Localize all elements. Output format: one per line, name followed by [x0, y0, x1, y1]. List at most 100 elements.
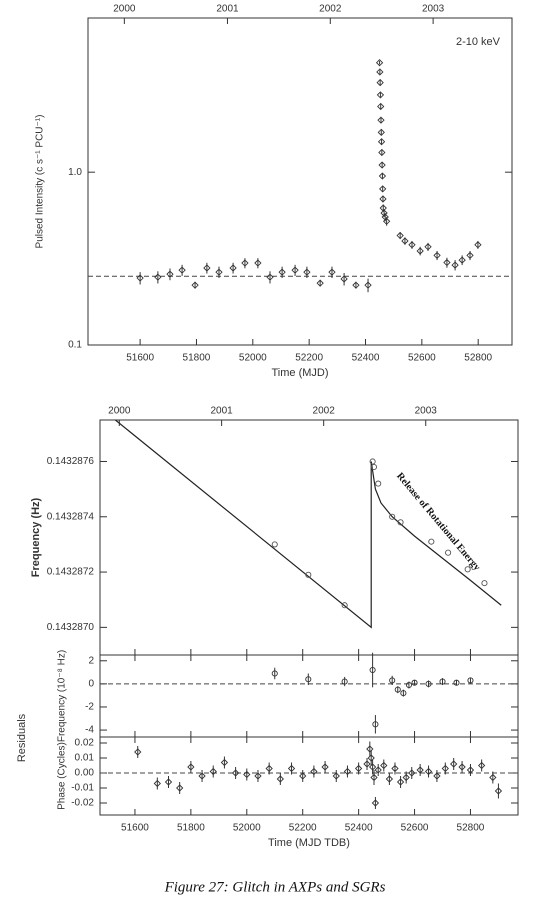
data-point — [466, 766, 475, 774]
data-point — [397, 519, 404, 526]
data-point — [402, 773, 410, 782]
data-point — [467, 677, 474, 684]
data-point — [379, 195, 387, 203]
data-point — [425, 680, 432, 687]
data-point — [370, 463, 378, 471]
data-point — [265, 764, 273, 773]
model-line — [115, 419, 502, 629]
data-point — [401, 237, 409, 245]
x-axis-label: Time (MJD TDB) — [268, 837, 350, 849]
data-point — [443, 258, 451, 267]
data-point — [243, 770, 251, 779]
x2-tick-label: 2003 — [422, 4, 445, 15]
data-point — [428, 538, 435, 545]
data-point — [198, 772, 206, 780]
data-point — [433, 772, 441, 780]
data-point — [424, 767, 433, 776]
x-tick-label: 52800 — [457, 823, 485, 834]
data-point — [371, 799, 380, 807]
data-point — [341, 602, 348, 609]
x2-tick-label: 2001 — [211, 406, 234, 417]
y-tick-label: 0 — [88, 679, 94, 690]
data-point — [439, 678, 446, 685]
x2-tick-label: 2002 — [319, 4, 342, 15]
annotation: Release of Rotational Energy — [394, 471, 482, 573]
data-point — [178, 266, 186, 274]
data-point — [474, 241, 482, 249]
data-point — [481, 580, 488, 587]
data-point — [405, 681, 413, 689]
data-point — [271, 670, 278, 677]
x2-tick-label: 2000 — [113, 4, 136, 15]
y-axis-label: Pulsed Intensity (c s⁻¹ PCU⁻¹) — [35, 115, 46, 249]
data-point — [352, 281, 360, 289]
data-point — [377, 138, 386, 146]
y-tick-label: -0.01 — [71, 783, 94, 794]
data-point — [389, 513, 396, 520]
data-point — [209, 767, 217, 776]
y-tick-label: -4 — [85, 725, 94, 736]
data-point — [305, 571, 312, 578]
data-point — [445, 549, 452, 556]
data-point — [372, 721, 379, 728]
data-point — [166, 270, 174, 278]
y-tick-label: 0.00 — [75, 768, 95, 779]
annotation: 2-10 keV — [456, 36, 501, 48]
data-point — [369, 666, 376, 674]
x-tick-label: 52200 — [295, 353, 323, 364]
data-point — [376, 78, 384, 87]
y-tick-label: 0.01 — [75, 753, 95, 764]
data-point — [394, 686, 401, 693]
data-point — [375, 480, 382, 487]
data-point — [271, 541, 278, 548]
y-tick-label: 0.02 — [75, 738, 95, 749]
y-tick-label: 2 — [88, 655, 94, 666]
data-point — [203, 264, 211, 272]
data-point — [276, 775, 284, 783]
data-point — [376, 91, 385, 99]
plot-frame — [99, 654, 519, 738]
data-point — [478, 761, 486, 770]
data-point — [378, 172, 387, 180]
data-point — [400, 690, 407, 697]
data-point — [377, 116, 385, 124]
y-tick-label: 0.1432870 — [47, 622, 95, 633]
data-point — [368, 763, 377, 771]
data-point — [441, 764, 449, 773]
x-tick-label: 52600 — [408, 353, 436, 364]
data-point — [287, 764, 296, 773]
y-tick-label: -2 — [85, 702, 94, 713]
data-point — [396, 778, 405, 786]
data-point — [451, 261, 459, 269]
data-point — [378, 148, 386, 157]
data-point — [153, 779, 161, 788]
data-point — [278, 268, 286, 276]
data-point — [305, 676, 312, 683]
data-point — [389, 677, 396, 684]
x-tick-label: 51600 — [126, 353, 154, 364]
data-point — [187, 763, 195, 771]
y-axis-label: Frequency (10⁻⁸ Hz) — [57, 650, 68, 742]
data-point — [332, 772, 340, 780]
data-point — [378, 161, 386, 169]
data-point — [424, 243, 432, 251]
data-point — [266, 273, 274, 281]
data-point — [231, 769, 240, 777]
x-tick-label: 51600 — [121, 823, 149, 834]
data-point — [453, 679, 460, 686]
x-tick-label: 52400 — [345, 823, 373, 834]
data-point — [215, 268, 223, 276]
data-point — [164, 778, 173, 786]
plot-frame — [99, 736, 519, 816]
data-point — [458, 256, 466, 264]
data-point — [303, 268, 311, 276]
data-point — [291, 266, 299, 274]
data-point — [328, 268, 336, 276]
data-point — [494, 787, 503, 795]
data-point — [367, 754, 375, 762]
data-point — [341, 678, 348, 685]
plot-frame — [87, 17, 513, 346]
y-tick-label: 1.0 — [68, 167, 82, 178]
data-point — [310, 767, 318, 776]
